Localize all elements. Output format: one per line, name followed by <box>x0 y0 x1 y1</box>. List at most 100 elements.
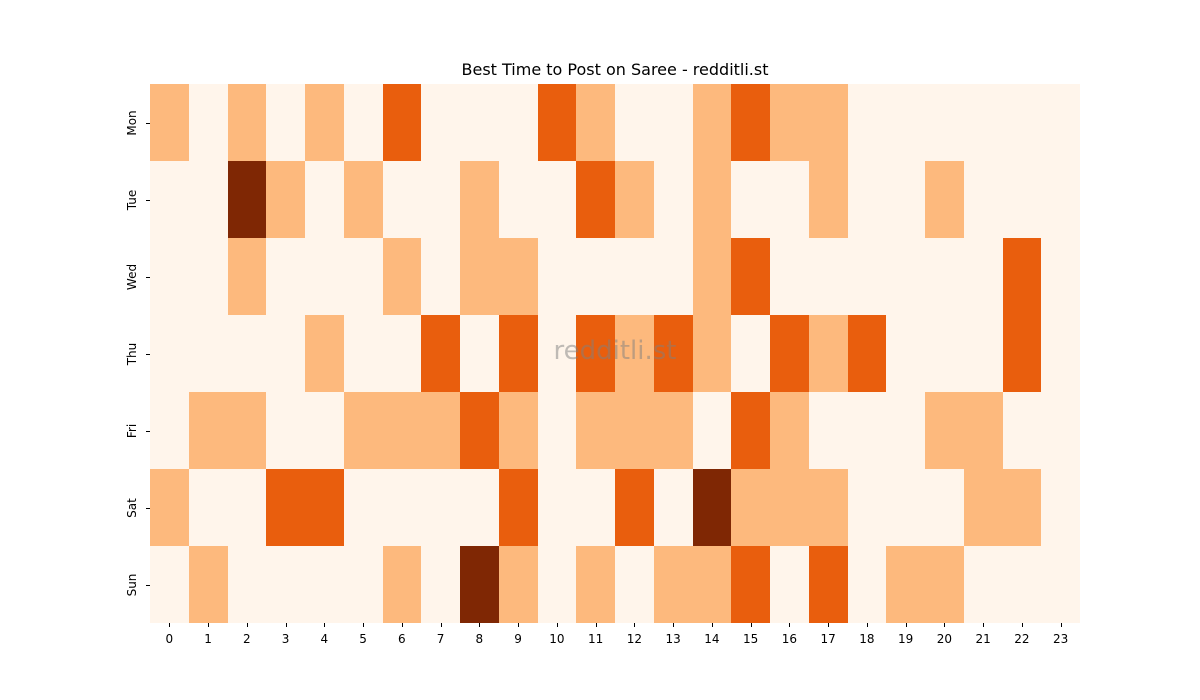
heatmap-cell <box>770 84 809 161</box>
x-tick-label: 4 <box>305 623 344 653</box>
heatmap-cell <box>421 546 460 623</box>
heatmap-cell <box>537 84 577 161</box>
heatmap-cell <box>498 469 538 546</box>
heatmap-cell <box>963 315 1003 392</box>
heatmap-cell <box>188 392 228 469</box>
heatmap-cell <box>847 469 887 546</box>
heatmap-cell <box>692 161 732 238</box>
heatmap-cell <box>770 469 809 546</box>
heatmap-cell <box>770 161 809 238</box>
heatmap-cell <box>692 546 732 623</box>
heatmap-cell <box>731 238 770 315</box>
heatmap-cell <box>227 161 267 238</box>
heatmap-cell <box>266 238 305 315</box>
heatmap-cell <box>382 546 422 623</box>
heatmap-cell <box>150 392 189 469</box>
heatmap-cell <box>382 161 422 238</box>
heatmap-cell <box>227 469 267 546</box>
heatmap-cell <box>343 238 383 315</box>
heatmap-cell <box>266 161 305 238</box>
y-tick-label: Fri <box>110 392 150 469</box>
heatmap-cell <box>886 469 925 546</box>
x-tick-label: 18 <box>848 623 887 653</box>
heatmap-cell <box>227 84 267 161</box>
heatmap-cell <box>770 238 809 315</box>
heatmap-grid <box>150 84 1080 623</box>
heatmap-cell <box>808 392 848 469</box>
y-axis: Mon Tue Wed Thu Fri Sat Sun <box>110 84 150 623</box>
x-tick-label: 9 <box>499 623 538 653</box>
heatmap-cell <box>808 238 848 315</box>
heatmap-cell <box>653 161 693 238</box>
heatmap-cell <box>460 161 499 238</box>
heatmap-cell <box>382 392 422 469</box>
heatmap-cell <box>1041 161 1080 238</box>
heatmap-cell <box>227 546 267 623</box>
heatmap-cell <box>886 315 925 392</box>
y-tick-label: Wed <box>110 238 150 315</box>
heatmap-cell <box>847 315 887 392</box>
heatmap-cell <box>1041 238 1080 315</box>
heatmap-cell <box>1041 469 1080 546</box>
heatmap-cell <box>1002 315 1042 392</box>
heatmap-cell <box>692 469 732 546</box>
heatmap-cell <box>498 84 538 161</box>
heatmap-cell <box>925 84 964 161</box>
heatmap-cell <box>266 469 305 546</box>
heatmap-cell <box>188 84 228 161</box>
heatmap-cell <box>808 161 848 238</box>
x-axis: 0 1 2 3 4 5 6 7 8 9 10 11 12 13 14 15 16 17 18 19 20 21 22 23 <box>150 623 1080 653</box>
x-tick-label: 7 <box>421 623 460 653</box>
heatmap-cell <box>615 469 654 546</box>
heatmap-cell <box>537 392 577 469</box>
heatmap-cell <box>615 84 654 161</box>
heatmap-cell <box>925 238 964 315</box>
heatmap-cell <box>731 161 770 238</box>
heatmap-cell <box>963 238 1003 315</box>
heatmap-cell <box>537 238 577 315</box>
heatmap-cell <box>460 84 499 161</box>
heatmap-cell <box>460 469 499 546</box>
heatmap-cell <box>421 315 460 392</box>
heatmap-cell <box>343 161 383 238</box>
heatmap-cell <box>537 546 577 623</box>
heatmap-cell <box>421 469 460 546</box>
heatmap-cell <box>343 546 383 623</box>
x-tick-label: 2 <box>228 623 267 653</box>
x-tick-label: 19 <box>886 623 925 653</box>
heatmap-cell <box>343 315 383 392</box>
x-tick-label: 21 <box>964 623 1003 653</box>
x-tick-label: 20 <box>925 623 964 653</box>
heatmap-cell <box>692 392 732 469</box>
heatmap-cell <box>498 392 538 469</box>
heatmap-cell <box>653 84 693 161</box>
heatmap-cell <box>653 546 693 623</box>
heatmap-cell <box>847 84 887 161</box>
heatmap-cell <box>731 546 770 623</box>
heatmap-cell <box>576 546 615 623</box>
heatmap-cell <box>498 315 538 392</box>
heatmap-cell <box>150 546 189 623</box>
heatmap-cell <box>808 84 848 161</box>
heatmap-cell <box>227 238 267 315</box>
heatmap-cell <box>1041 315 1080 392</box>
heatmap-cell <box>1002 84 1042 161</box>
x-tick-label: 1 <box>189 623 228 653</box>
heatmap-cell <box>731 392 770 469</box>
x-tick-label: 17 <box>809 623 848 653</box>
heatmap-cell <box>886 546 925 623</box>
x-tick-label: 5 <box>344 623 383 653</box>
heatmap-cell <box>305 84 344 161</box>
heatmap-cell <box>886 84 925 161</box>
heatmap-cell <box>1002 546 1042 623</box>
heatmap-cell <box>925 315 964 392</box>
heatmap-cell <box>382 84 422 161</box>
chart-title: Best Time to Post on Saree - redditli.st <box>461 60 769 79</box>
heatmap-cell <box>692 315 732 392</box>
heatmap-cell <box>227 392 267 469</box>
heatmap-cell <box>731 469 770 546</box>
heatmap-cell <box>925 546 964 623</box>
heatmap-cell <box>886 392 925 469</box>
heatmap-cell <box>576 315 615 392</box>
heatmap-cell <box>770 315 809 392</box>
